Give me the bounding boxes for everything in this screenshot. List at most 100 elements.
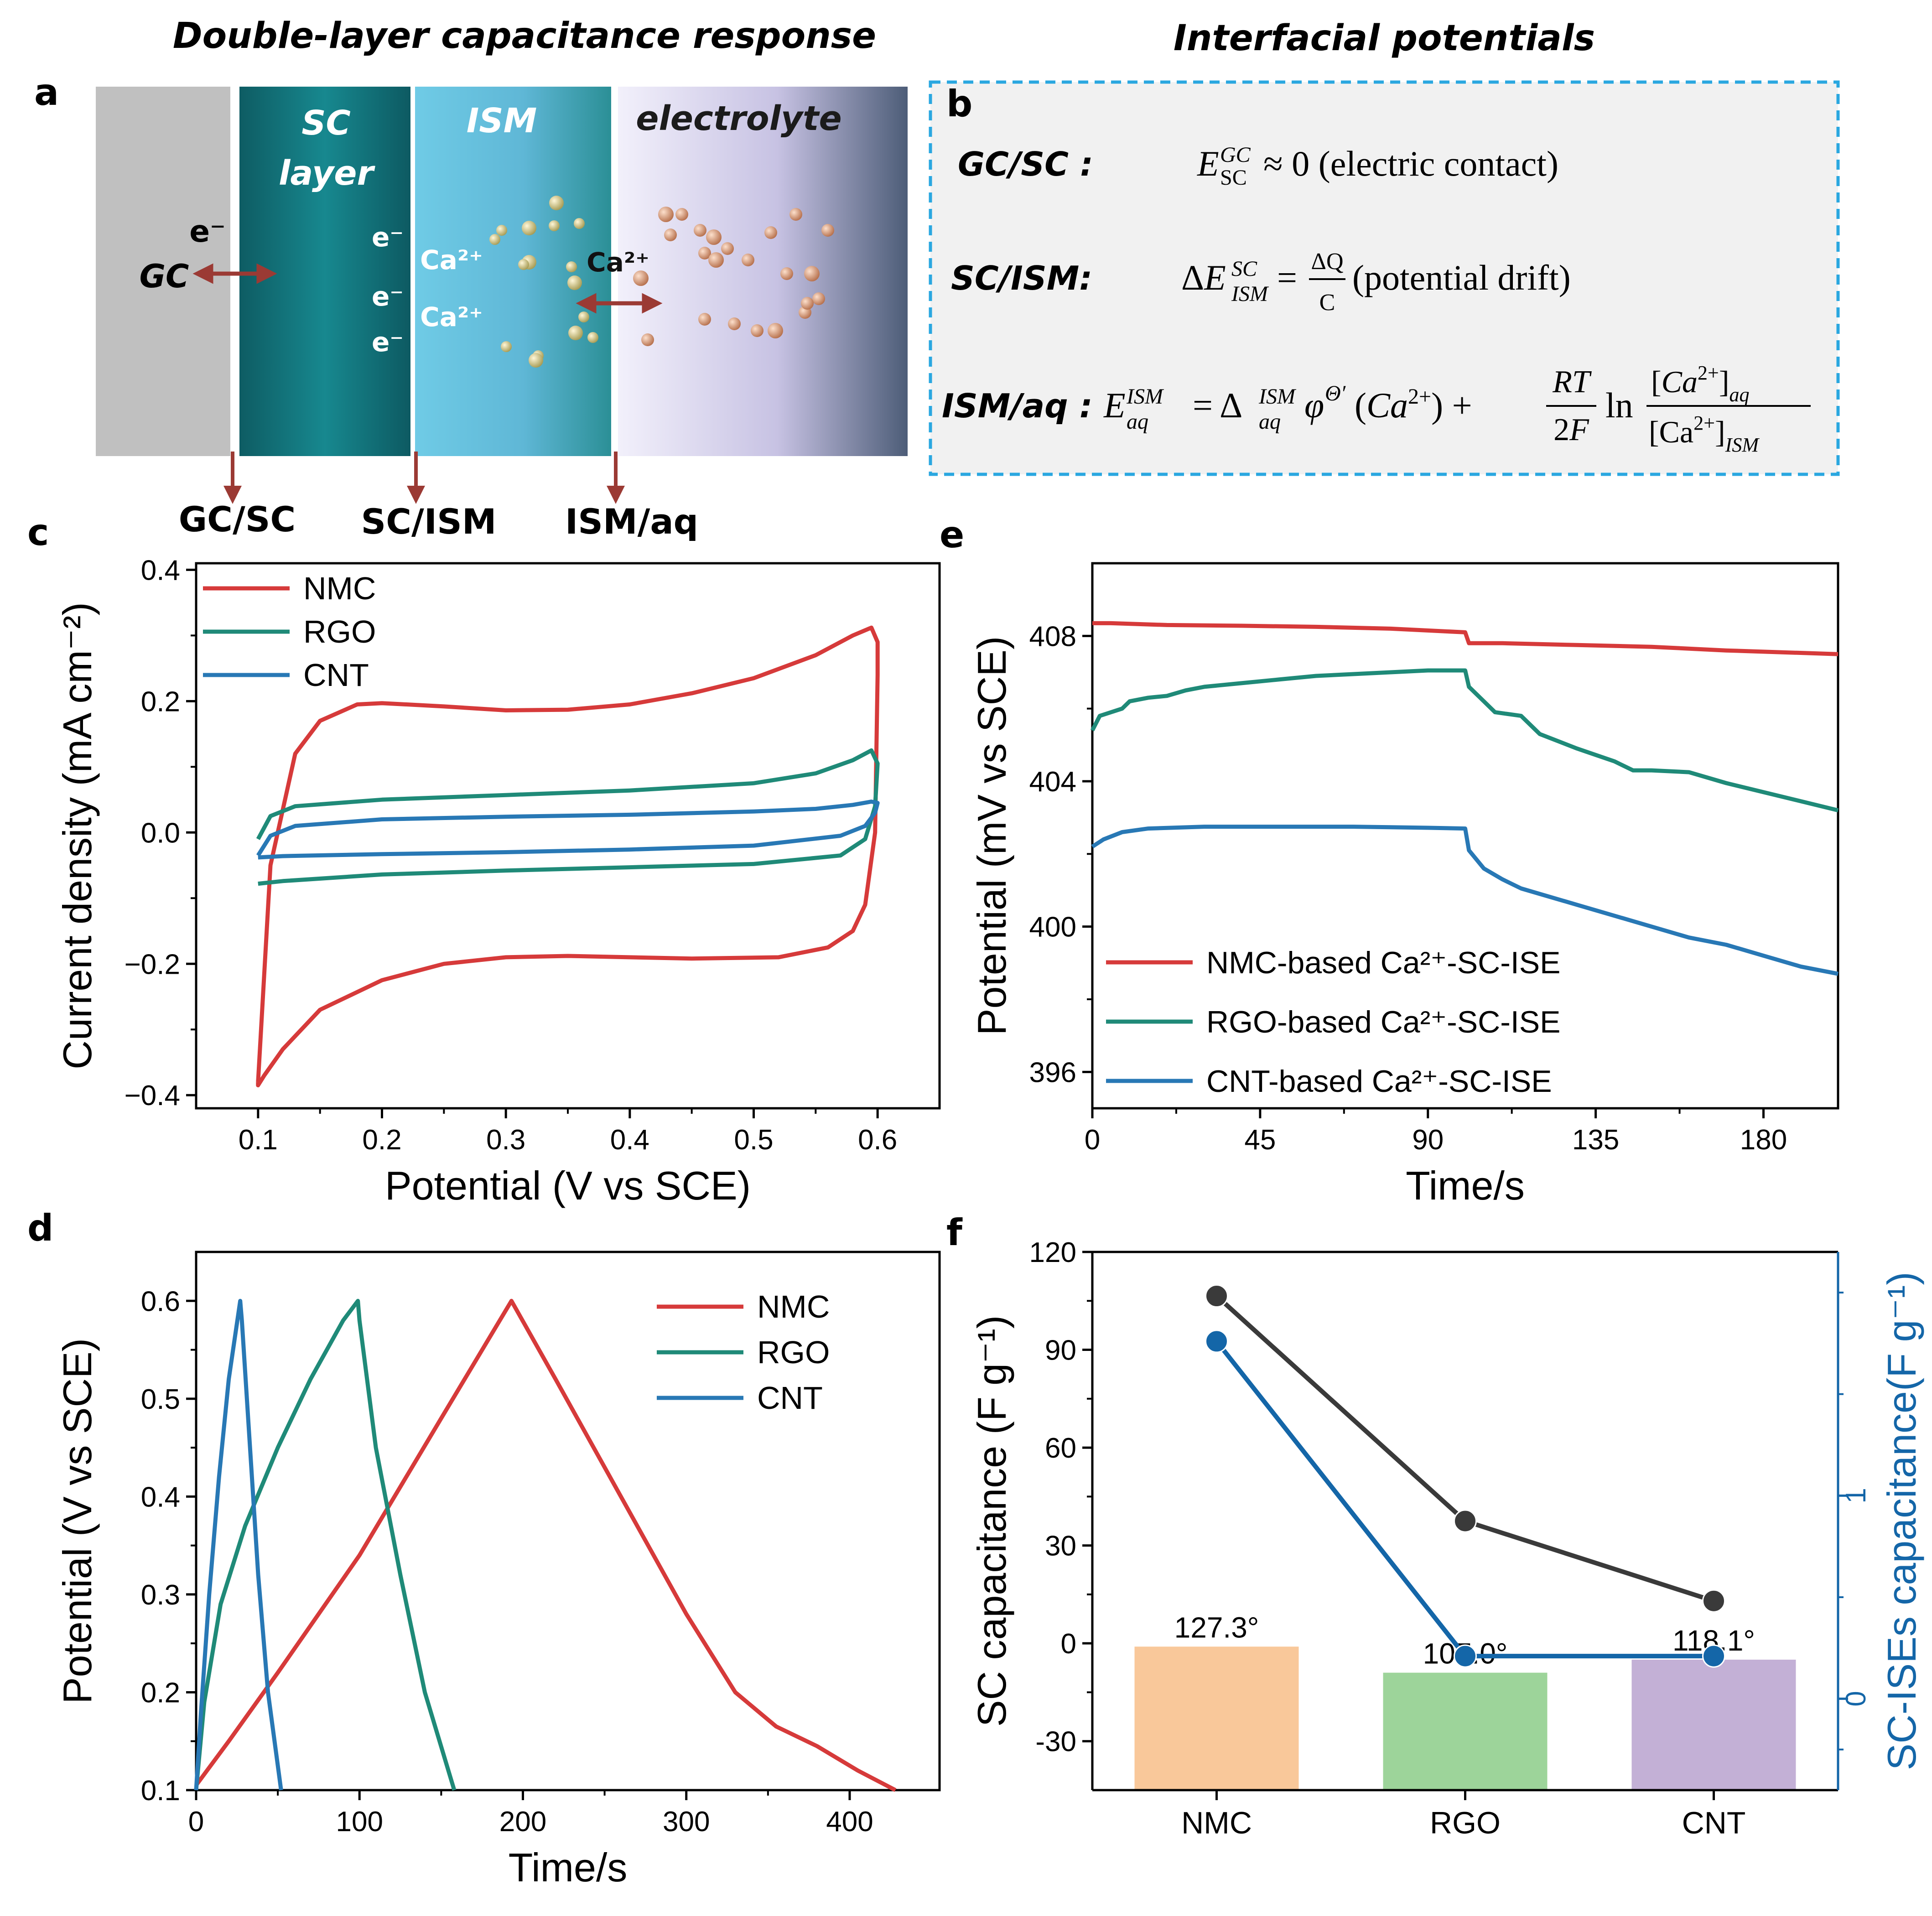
interface-label-ism-aq: ISM/aq (565, 501, 698, 542)
legend-label: RGO-based Ca²⁺-SC-ISE (1206, 1005, 1561, 1039)
x-tick-label: 400 (826, 1806, 873, 1838)
svg-text:aq: aq (1127, 410, 1148, 434)
y-tick-label: −0.2 (125, 949, 180, 980)
legend-label: CNT-based Ca²⁺-SC-ISE (1206, 1064, 1552, 1099)
y-tick-label: 408 (1029, 621, 1076, 652)
panel-a-letter: a (34, 71, 59, 114)
particle (549, 220, 560, 231)
particle (728, 317, 741, 330)
legend-label: RGO (303, 614, 376, 649)
svg-text:SC: SC (1231, 257, 1257, 281)
x-tick-label: 100 (336, 1806, 383, 1838)
data-point (1702, 1644, 1725, 1668)
particle (518, 259, 529, 270)
particle (566, 261, 577, 272)
particle (721, 242, 734, 255)
chart-panel-c: 0.1 0.2 0.3 0.4 0.5 0.6 −0.4 −0.2 0.0 0.2 0.4 Poten… (55, 555, 941, 1208)
series-line-nmc (256, 625, 880, 1088)
bar-label: 127.3° (1174, 1611, 1259, 1644)
particle (751, 324, 763, 337)
x-tick-label: 300 (663, 1806, 710, 1838)
y-tick-label: 0 (1061, 1628, 1076, 1660)
svg-text:E: E (1103, 385, 1126, 425)
sc-label-1: SC (301, 104, 351, 143)
y-tick-label: 0.6 (141, 1286, 180, 1317)
particle (801, 297, 814, 310)
particle (675, 208, 688, 221)
particle (633, 270, 649, 286)
x-tick-label: 200 (499, 1806, 546, 1838)
series-line-rgo (256, 748, 880, 886)
y-tick-label: 0.1 (141, 1775, 180, 1807)
ism-calcium-2: Ca²⁺ (420, 301, 483, 332)
svg-text:RT: RT (1552, 364, 1592, 400)
particle (501, 341, 512, 352)
panel-b-letter: b (946, 83, 972, 125)
ism-label: ISM (467, 101, 537, 140)
right-tick-label: 0 (1840, 1691, 1872, 1706)
y-tick-label: 60 (1045, 1433, 1076, 1464)
series-line-cnt (1091, 825, 1839, 976)
particle (742, 254, 754, 266)
ism-calcium-1: Ca²⁺ (420, 244, 483, 275)
eq-sc-ism: ΔE SC ISM = ΔQ C (potential drift) (1181, 249, 1571, 316)
plot-frame (195, 1251, 941, 1791)
particle (804, 266, 820, 281)
svg-text:C: C (1319, 290, 1335, 316)
ism-layer (415, 87, 611, 456)
particle (812, 292, 825, 305)
y-tick-label: 0.3 (141, 1579, 180, 1611)
svg-text:Θ′: Θ′ (1325, 381, 1346, 405)
particle (522, 221, 536, 235)
y-tick-label: 0.5 (141, 1384, 180, 1415)
legend-label: CNT (757, 1380, 823, 1416)
data-point (1454, 1509, 1477, 1533)
svg-text:= Δ: = Δ (1193, 385, 1242, 425)
data-point (1205, 1284, 1228, 1308)
particle (694, 224, 706, 237)
y-tick-label: 0.4 (141, 555, 180, 586)
svg-text:ISM: ISM (1231, 282, 1269, 306)
y-axis-label: Potential (mV vs SCE) (969, 636, 1014, 1035)
data-point (1702, 1589, 1725, 1613)
bar-nmc (1134, 1646, 1299, 1790)
y-axis-label: SC capacitance (F g⁻¹) (969, 1315, 1014, 1727)
x-tick-label: 0.1 (239, 1124, 278, 1156)
electrolyte-label: electrolyte (636, 99, 841, 138)
legend-label: CNT (303, 657, 369, 693)
sc-electron-3: e⁻ (372, 327, 404, 358)
x-tick-label: 45 (1244, 1124, 1276, 1156)
y-tick-label: 30 (1045, 1531, 1076, 1562)
particle (698, 247, 711, 260)
svg-text:aq: aq (1259, 410, 1281, 434)
bar-rgo (1383, 1672, 1548, 1790)
particle (568, 326, 583, 340)
particle (496, 225, 507, 236)
electrolyte-layer (618, 87, 908, 456)
svg-text:ΔE: ΔE (1181, 258, 1226, 297)
x-tick-label: 90 (1412, 1124, 1444, 1156)
data-point (1205, 1329, 1228, 1353)
particle (708, 252, 724, 268)
legend-label: NMC (757, 1289, 830, 1324)
sc-electron-2: e⁻ (372, 281, 404, 312)
y-tick-label: 90 (1045, 1335, 1076, 1366)
bar-cnt (1631, 1659, 1796, 1790)
panel-e-letter: e (940, 514, 964, 556)
x-tick-label: CNT (1682, 1806, 1746, 1840)
panel-a-title: Double-layer capacitance response (173, 16, 876, 57)
particle (764, 226, 777, 239)
electrolyte-particles (633, 207, 834, 346)
eq-gc-sc: E GC SC ≈ 0 (electric contact) (1197, 143, 1558, 190)
x-tick-label: 0.4 (610, 1124, 649, 1156)
panel-c-letter: c (27, 511, 49, 554)
y-tick-label: 404 (1029, 766, 1076, 798)
interface-label-gc-sc: GC/SC (179, 499, 296, 540)
gc-electron: e⁻ (189, 214, 226, 249)
series-line-nmc (1092, 621, 1839, 656)
gc-label: GC (140, 258, 189, 295)
svg-text:GC: GC (1220, 143, 1251, 167)
particle (780, 267, 793, 280)
particle (641, 333, 654, 346)
